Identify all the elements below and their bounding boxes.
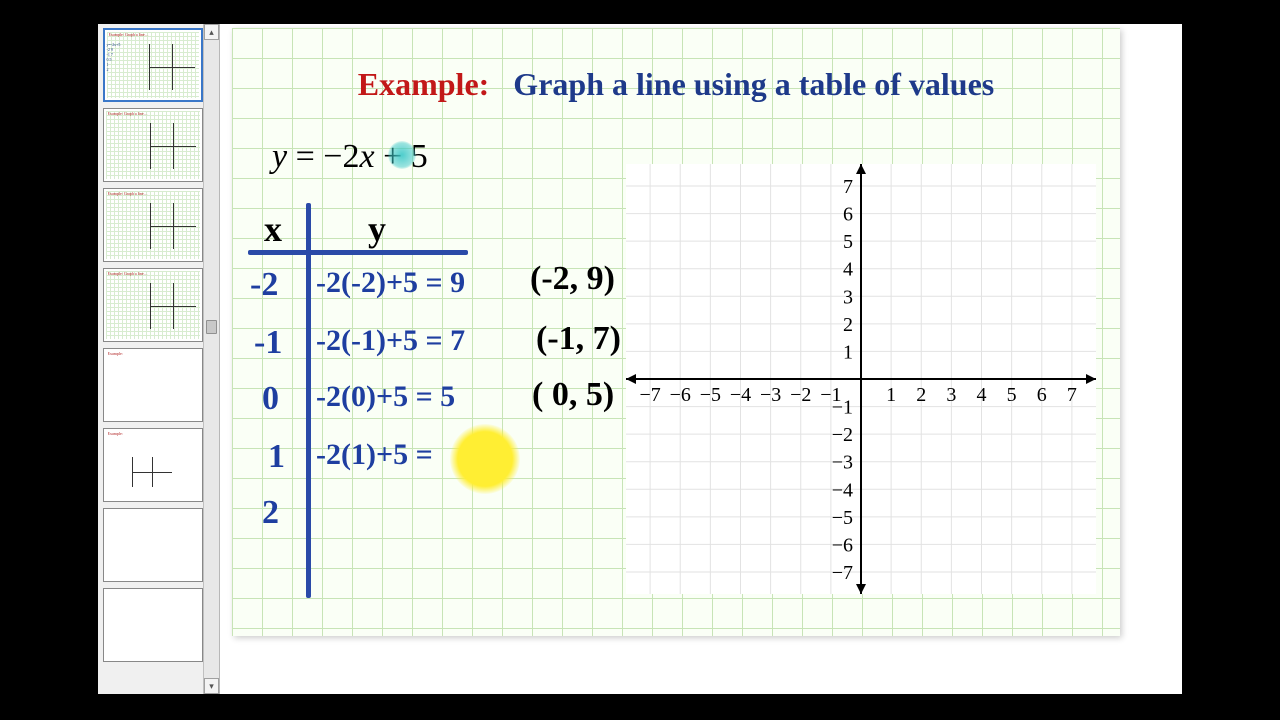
thumbnail-2[interactable]: Example: Graph a line… [103,108,203,182]
svg-text:−7: −7 [639,384,660,406]
slide-area: Example: Graph a line using a table of v… [220,24,1182,694]
thumbnail-6[interactable]: Example: [103,428,203,502]
svg-text:6: 6 [843,204,853,226]
svg-text:6: 6 [1037,384,1047,406]
svg-text:−3: −3 [760,384,781,406]
table-row-point: (-1, 7) [536,320,621,358]
table-row-x: 0 [262,380,279,418]
svg-text:−7: −7 [832,562,853,584]
thumbnail-1[interactable]: Example: Graph a line… y=-2x+5-2 9-1 70 … [103,28,203,102]
coordinate-plane: −7−6−5−4−3−2−11234567−7−6−5−4−3−2−112345… [626,164,1096,594]
table-row-x: 1 [268,438,285,476]
table-row-x: -1 [254,324,282,362]
svg-text:−5: −5 [700,384,721,406]
svg-text:1: 1 [886,384,896,406]
table-vertical-divider [306,203,311,598]
thumbnail-5[interactable]: Example: [103,348,203,422]
equation: y = −2x + 5 [272,138,428,176]
scroll-thumb[interactable] [206,320,217,334]
coordinate-plane-svg: −7−6−5−4−3−2−11234567−7−6−5−4−3−2−112345… [626,164,1096,594]
slide-content: Example: Graph a line using a table of v… [232,28,1120,636]
thumbnail-7[interactable] [103,508,203,582]
svg-text:−5: −5 [832,507,853,529]
thumbnail-3[interactable]: Example: Graph a line… [103,188,203,262]
svg-text:−4: −4 [832,479,853,501]
scroll-up-button[interactable]: ▴ [204,24,219,40]
thumbnail-4[interactable]: Example: Graph a line… [103,268,203,342]
svg-text:7: 7 [1067,384,1077,406]
svg-text:7: 7 [843,176,853,198]
slide-title: Example: Graph a line using a table of v… [232,66,1120,103]
svg-text:3: 3 [843,286,853,308]
svg-text:5: 5 [843,231,853,253]
scroll-down-button[interactable]: ▾ [204,678,219,694]
table-row-y: -2(-2)+5 = 9 [316,266,465,300]
table-horizontal-divider [248,250,468,255]
thumbnail-8[interactable] [103,588,203,662]
svg-text:−1: −1 [832,397,853,419]
table-row-point: ( 0, 5) [532,376,614,414]
table-row-point: (-2, 9) [530,260,615,298]
svg-text:4: 4 [977,384,987,406]
svg-text:−3: −3 [832,452,853,474]
table-row-x: -2 [250,266,278,304]
svg-text:4: 4 [843,259,853,281]
sidebar-scrollbar[interactable]: ▴ ▾ [203,24,219,694]
svg-text:−2: −2 [832,424,853,446]
table-row-y: -2(1)+5 = [316,438,433,472]
svg-text:−6: −6 [832,534,853,556]
thumbnail-sidebar: Example: Graph a line… y=-2x+5-2 9-1 70 … [98,24,220,694]
svg-text:1: 1 [843,341,853,363]
svg-text:2: 2 [843,314,853,336]
svg-text:3: 3 [946,384,956,406]
title-text: Graph a line using a table of values [497,66,994,102]
presentation-window: Example: Graph a line… y=-2x+5-2 9-1 70 … [98,24,1182,694]
svg-text:2: 2 [916,384,926,406]
table-row-x: 2 [262,494,279,532]
table-header-y: y [368,208,386,250]
svg-text:5: 5 [1007,384,1017,406]
svg-text:−4: −4 [730,384,751,406]
table-row-y: -2(-1)+5 = 7 [316,324,465,358]
pointer-highlight-icon [450,424,520,494]
table-header-x: x [264,208,282,250]
table-row-y: -2(0)+5 = 5 [316,380,455,414]
thumbnail-list[interactable]: Example: Graph a line… y=-2x+5-2 9-1 70 … [102,28,203,690]
title-example-label: Example: [358,66,490,102]
svg-text:−6: −6 [670,384,691,406]
svg-text:−2: −2 [790,384,811,406]
